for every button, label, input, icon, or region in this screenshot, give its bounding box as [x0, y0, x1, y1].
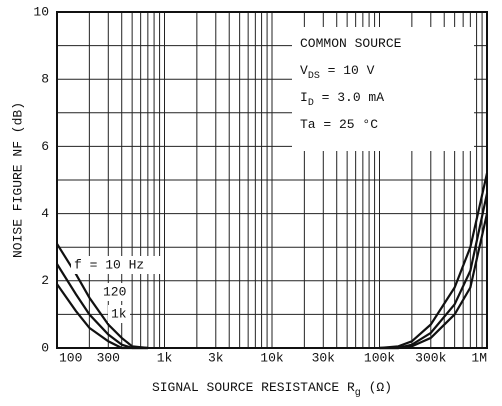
y-tick-label: 0	[41, 340, 49, 355]
series-label: f = 10 Hz	[74, 257, 144, 272]
condition-text: Ta = 25 °C	[300, 117, 378, 132]
y-axis-label: NOISE FIGURE NF (dB)	[10, 102, 25, 258]
x-tick-label: 1k	[157, 350, 173, 365]
series-label: 120	[103, 284, 126, 299]
y-tick-label: 8	[41, 72, 49, 87]
plot-frame	[56, 11, 488, 349]
curve	[56, 213, 489, 350]
y-tick-label: 10	[33, 4, 49, 19]
y-tick-label: 4	[41, 206, 49, 221]
condition-part: COMMON SOURCE	[300, 36, 402, 51]
label-bg	[100, 283, 130, 301]
condition-part: D	[308, 98, 314, 109]
series-label: 1k	[111, 306, 127, 321]
conditions-box	[292, 27, 474, 151]
y-tick-label: 6	[41, 139, 49, 154]
condition-part: Ta = 25 °C	[300, 117, 378, 132]
x-axis-label: SIGNAL SOURCE RESISTANCE Rg (Ω)	[152, 380, 392, 398]
x-tick-label: 100k	[364, 350, 395, 365]
condition-part: DS	[308, 71, 320, 82]
condition-part: = 10 V	[320, 63, 375, 78]
x-tick-label: 10k	[260, 350, 284, 365]
x-tick-label: 30k	[312, 350, 336, 365]
x-tick-label: 300	[97, 350, 120, 365]
condition-text: VDS = 10 V	[300, 63, 375, 81]
x-tick-label: 3k	[208, 350, 224, 365]
label-bg	[108, 305, 130, 323]
x-tick-label: 100	[59, 350, 82, 365]
condition-part: V	[300, 63, 308, 78]
x-tick-label: 300k	[415, 350, 446, 365]
x-tick-label: 1M	[471, 350, 487, 365]
label-bg	[71, 256, 163, 274]
y-tick-label: 2	[41, 273, 49, 288]
curve	[56, 173, 489, 350]
condition-text: COMMON SOURCE	[300, 36, 402, 51]
condition-part: I	[300, 90, 308, 105]
condition-text: ID = 3.0 mA	[300, 90, 384, 108]
condition-part: = 3.0 mA	[314, 90, 384, 105]
